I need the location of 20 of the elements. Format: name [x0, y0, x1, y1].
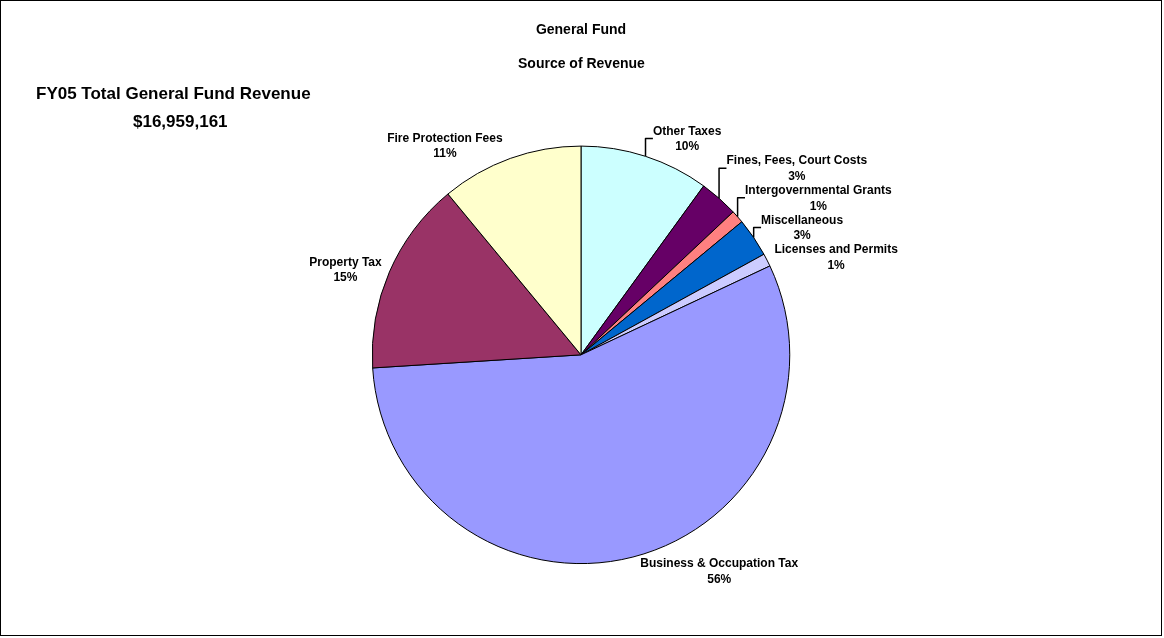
- data-label: 10%: [675, 139, 700, 154]
- text: FY05 Total General Fund Revenue: [36, 84, 311, 103]
- slice-label: Licenses and Permits: [774, 242, 899, 257]
- slice-label: Fire Protection Fees: [387, 130, 503, 145]
- data-label: 11%: [433, 146, 457, 161]
- slice-label: Fines, Fees, Court Costs: [726, 153, 868, 168]
- data-label: 1%: [827, 257, 846, 272]
- chart-subtitle: Source of Revenue: [518, 55, 646, 71]
- data-label: 3%: [788, 169, 806, 184]
- data-label: 3%: [793, 228, 812, 243]
- slice-label: Property Tax: [309, 254, 383, 269]
- text: $16,959,161: [133, 112, 228, 131]
- data-label: 1%: [809, 198, 828, 213]
- data-label: 56%: [707, 571, 732, 586]
- chart-title: General Fund: [535, 21, 627, 38]
- slice-label: Miscellaneous: [761, 212, 844, 227]
- slice-label: Other Taxes: [652, 123, 722, 138]
- slice-label: Business & Occupation Tax: [640, 556, 799, 571]
- data-label: 15%: [333, 270, 358, 285]
- slice-label: Intergovernmental Grants: [744, 183, 893, 198]
